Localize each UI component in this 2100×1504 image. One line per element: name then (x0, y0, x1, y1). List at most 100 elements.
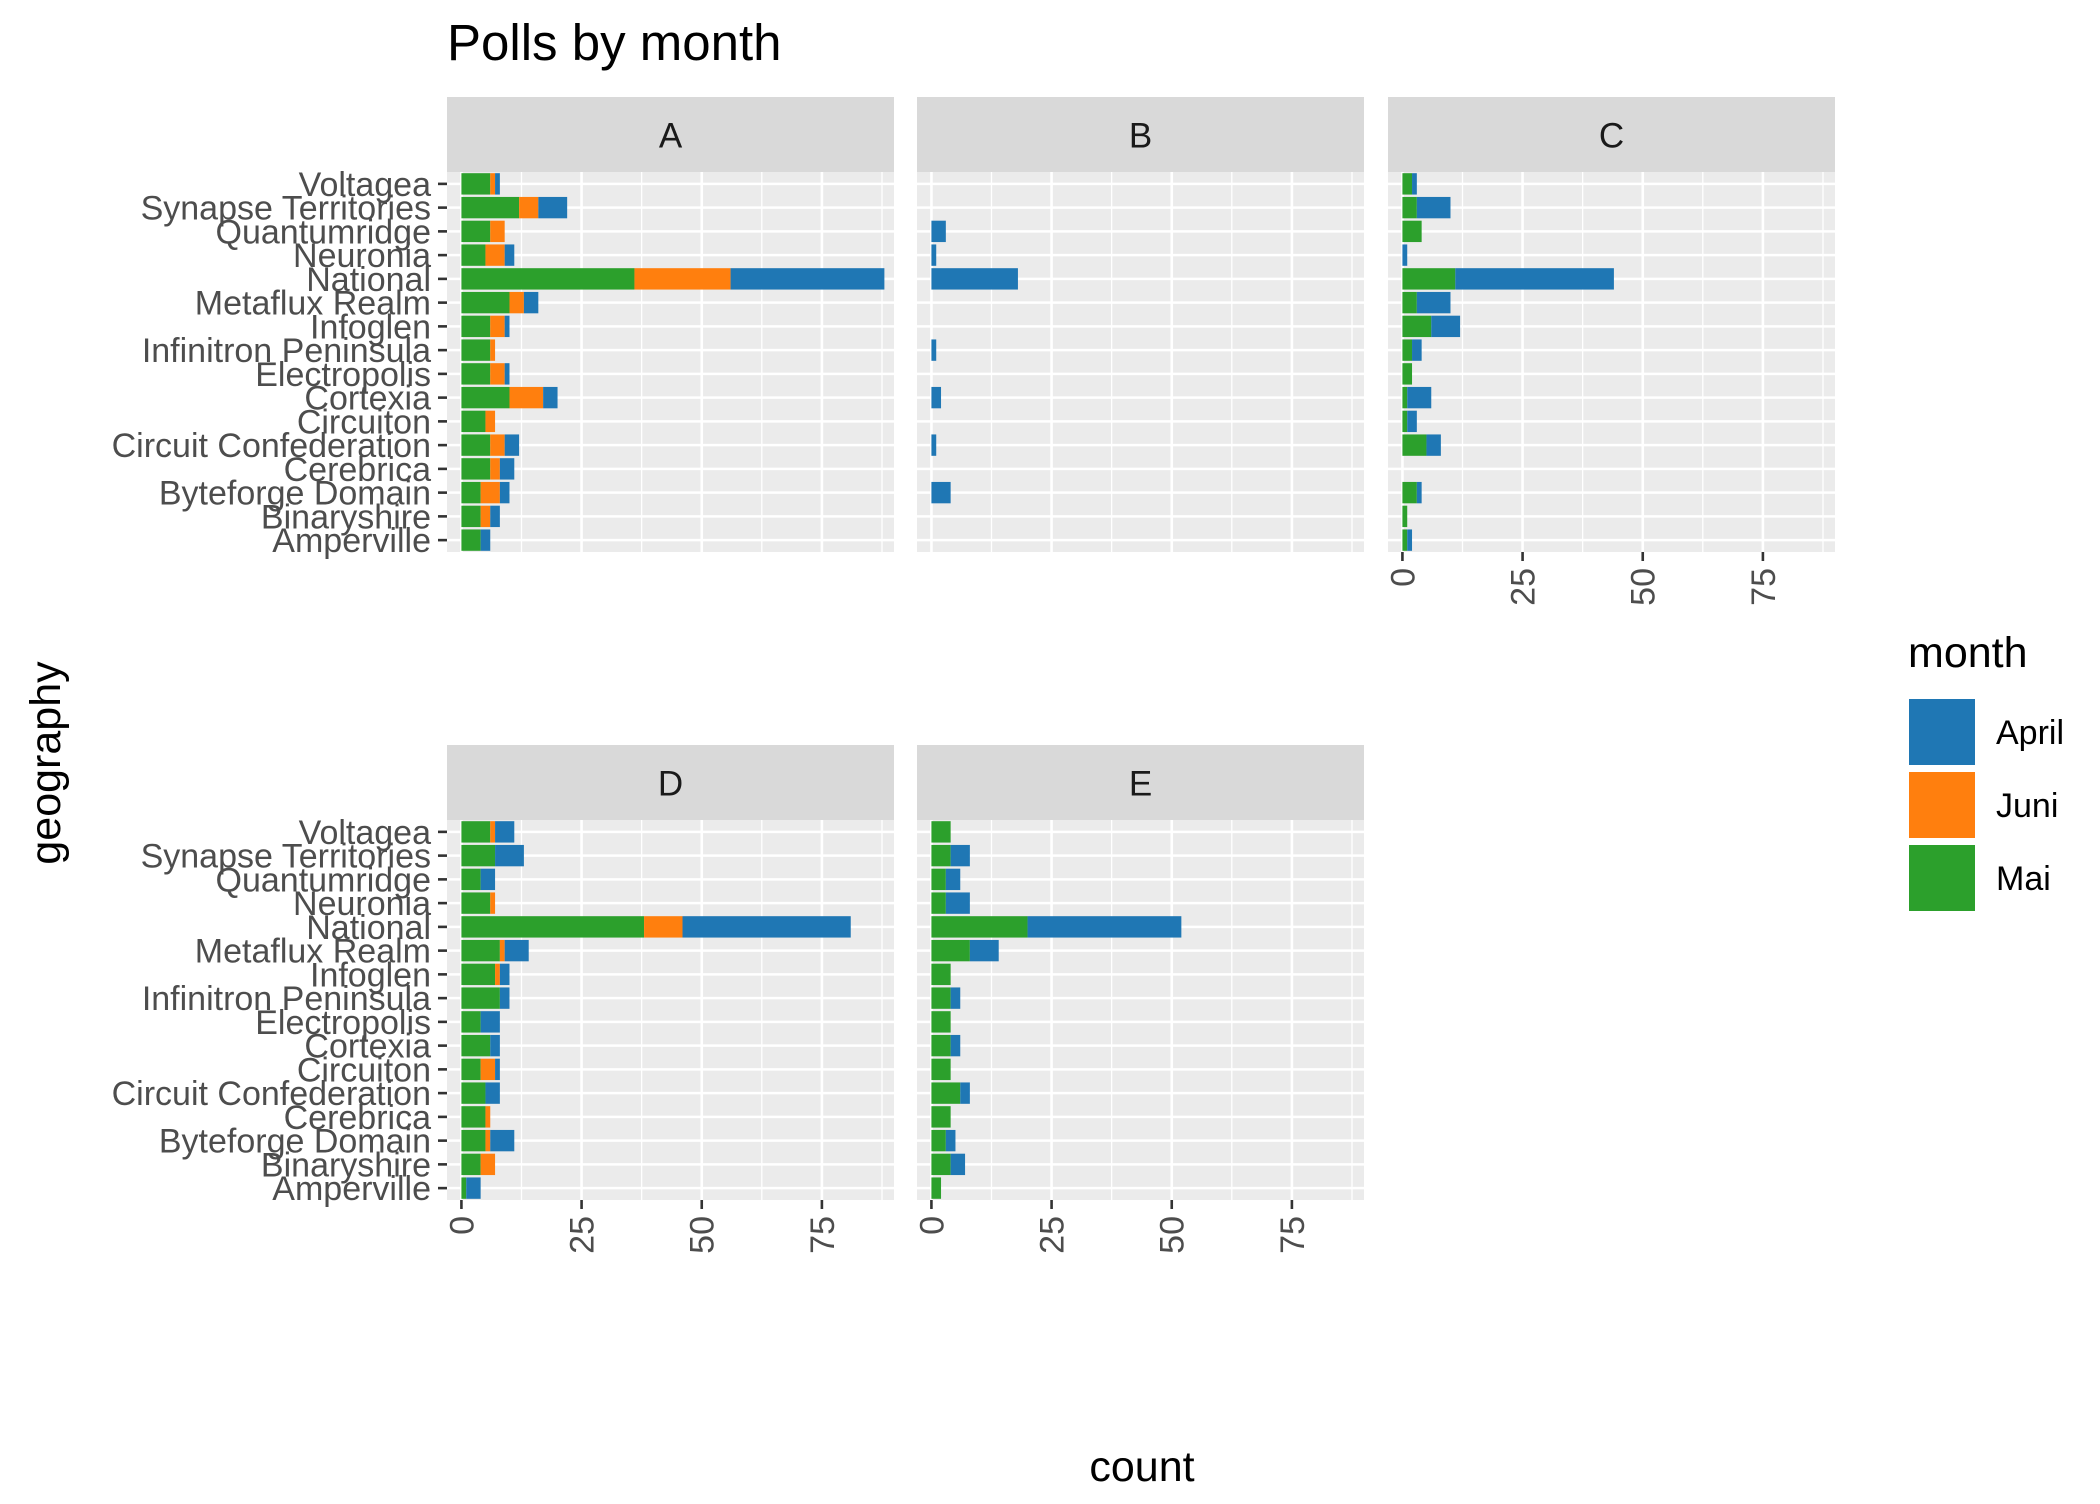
legend-key-april (1907, 697, 1977, 767)
bar-segment-mai (1402, 410, 1408, 433)
bar-segment-april (1407, 386, 1432, 409)
y-tick-label: Synapse Territories (141, 838, 431, 876)
bar-segment-juni (644, 916, 683, 938)
bar-segment-juni (490, 458, 500, 480)
bar-segment-mai (461, 1153, 481, 1176)
legend-title: month (1908, 629, 2028, 677)
bar-segment-juni (485, 1129, 491, 1152)
y-tick-label: Infoglen (310, 956, 431, 994)
bar-segment-april (960, 1082, 970, 1104)
bar-segment-april (1407, 410, 1417, 433)
bar-segment-juni (634, 268, 731, 290)
facet-strip-label: A (659, 117, 683, 156)
bar-segment-april (1426, 434, 1441, 456)
bar-segment-april (945, 892, 970, 914)
bar-segment-april (1416, 196, 1451, 219)
bar-segment-april (495, 173, 500, 195)
bar-segment-mai (461, 434, 491, 456)
y-tick-label: Amperville (272, 522, 431, 560)
y-tick-label: Quantumridge (216, 213, 431, 251)
y-tick-label: Neuronia (293, 885, 431, 923)
bar-segment-mai (461, 363, 491, 385)
bar-segment-april (504, 363, 510, 385)
bar-segment-mai (461, 458, 491, 480)
bar-segment-april (931, 268, 1018, 290)
panel-B: B (917, 97, 1364, 552)
bar-segment-mai (461, 1106, 486, 1128)
bar-segment-mai (1402, 196, 1417, 219)
y-tick-label: Voltagea (299, 814, 431, 852)
bar-segment-mai (461, 1011, 481, 1033)
bar-segment-mai (931, 892, 946, 914)
y-axis-title: geography (22, 661, 70, 865)
x-axis-title: count (1089, 1443, 1194, 1491)
bar-segment-april (931, 220, 946, 243)
bar-segment-april (480, 529, 491, 551)
bar-segment-april (504, 244, 515, 266)
x-tick-label: 75 (1274, 1216, 1312, 1254)
bar-segment-mai (461, 916, 645, 938)
y-tick-label: Cortexia (304, 1028, 431, 1066)
bar-segment-april (504, 434, 520, 456)
bar-segment-april (1412, 339, 1422, 361)
bar-segment-april (495, 844, 524, 867)
chart-title: Polls by month (447, 14, 782, 71)
bar-segment-april (495, 1058, 500, 1081)
bar-segment-juni (480, 1058, 496, 1081)
y-tick-label: Quantumridge (216, 861, 431, 899)
bar-segment-april (499, 987, 510, 1009)
bar-segment-mai (931, 1011, 951, 1033)
y-tick-label: Circuiton (297, 403, 431, 441)
bar-segment-mai (461, 1058, 481, 1081)
bar-segment-mai (461, 315, 491, 338)
bar-segment-mai (1402, 481, 1417, 504)
bar-segment-april (682, 916, 851, 938)
bar-segment-juni (485, 244, 505, 266)
bar-segment-mai (1402, 173, 1413, 195)
y-tick-label: Byteforge Domain (159, 1123, 431, 1161)
facet-strip-label: C (1599, 117, 1624, 156)
facet-strip (447, 97, 894, 172)
facet-strip (1388, 97, 1835, 172)
y-tick-label: Binaryshire (261, 498, 431, 536)
bar-segment-april (931, 244, 937, 266)
bar-segment-juni (519, 196, 539, 219)
bar-segment-april (504, 315, 510, 338)
facet-strip (447, 745, 894, 820)
bar-segment-april (945, 1129, 956, 1152)
x-tick-label: 75 (1745, 568, 1783, 606)
y-tick-label: Cortexia (304, 380, 431, 418)
bar-segment-mai (461, 868, 481, 891)
bar-segment-juni (480, 1153, 496, 1176)
y-tick-label: Metaflux Realm (195, 933, 431, 971)
bar-segment-mai (931, 868, 946, 891)
bar-segment-juni (490, 892, 496, 914)
legend: month April Juni Mai (1907, 629, 2064, 913)
bar-segment-april (490, 1129, 515, 1152)
bar-segment-mai (931, 1129, 946, 1152)
bar-segment-april (950, 844, 970, 867)
bar-segment-april (1416, 291, 1451, 314)
x-tick-label: 0 (913, 1216, 951, 1235)
bar-segment-mai (1402, 386, 1408, 409)
bar-segment-mai (461, 505, 481, 528)
x-tick-label: 25 (1505, 568, 1543, 606)
y-tick-label: Byteforge Domain (159, 475, 431, 513)
bar-segment-april (931, 339, 937, 361)
x-tick-label: 50 (684, 1216, 722, 1254)
bar-segment-mai (1402, 220, 1422, 243)
bar-segment-april (480, 868, 496, 891)
y-tick-label: Cerebrica (284, 451, 431, 489)
bar-segment-april (499, 963, 510, 986)
x-tick-label: 50 (1154, 1216, 1192, 1254)
bar-segment-april (945, 868, 961, 891)
bar-segment-april (950, 1034, 961, 1057)
bar-segment-mai (461, 268, 635, 290)
bar-segment-april (1402, 244, 1408, 266)
y-tick-label: Cerebrica (284, 1099, 431, 1137)
bar-segment-april (490, 1034, 500, 1057)
